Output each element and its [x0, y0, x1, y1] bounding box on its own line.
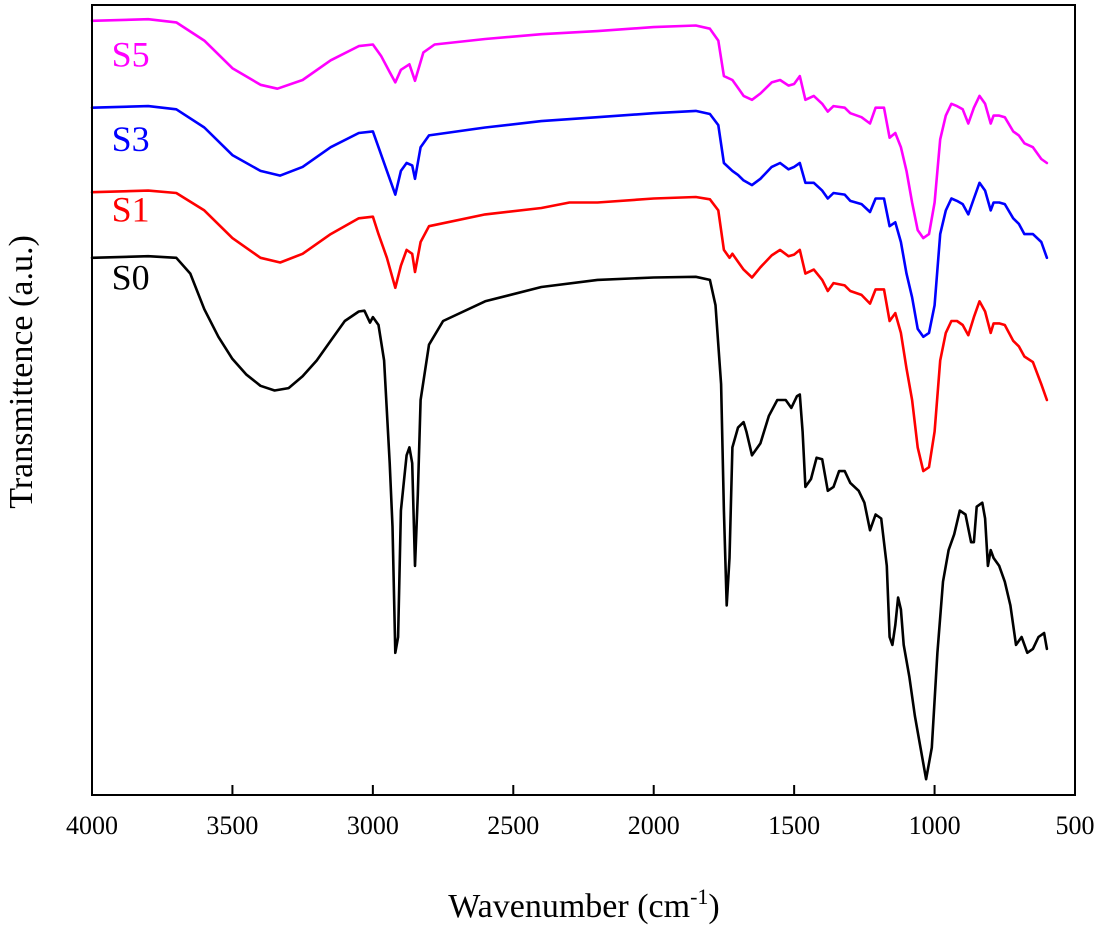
x-tick-label: 1000 [909, 811, 961, 840]
series-line-s5 [90, 17, 1049, 240]
x-tick-label: 2000 [628, 811, 680, 840]
series-labels: S5 S3 S1 S0 [112, 35, 150, 298]
series-label-s5: S5 [112, 35, 150, 75]
x-tick-label: 3500 [206, 811, 258, 840]
x-tick-label: 4000 [66, 811, 118, 840]
plot-frame [91, 4, 1076, 796]
x-axis-title: Wavenumber (cm-1) [448, 884, 719, 925]
x-tick-label: 3000 [347, 811, 399, 840]
x-tick-label: 500 [1056, 811, 1095, 840]
x-tick-label: 2500 [487, 811, 539, 840]
series-line-s3 [90, 104, 1049, 339]
series-label-s3: S3 [112, 119, 150, 159]
series-label-s0: S0 [112, 257, 150, 297]
series-line-s1 [90, 189, 1049, 473]
x-tick-label: 1500 [768, 811, 820, 840]
series-line-s0 [90, 254, 1049, 781]
series-label-s1: S1 [112, 189, 150, 229]
x-axis-ticks [91, 785, 1076, 795]
series-layer [90, 17, 1049, 781]
x-axis-tick-labels: 4000 3500 3000 2500 2000 1500 1000 500 [66, 811, 1095, 840]
y-axis-title: Transmittence (a.u.) [3, 235, 40, 509]
